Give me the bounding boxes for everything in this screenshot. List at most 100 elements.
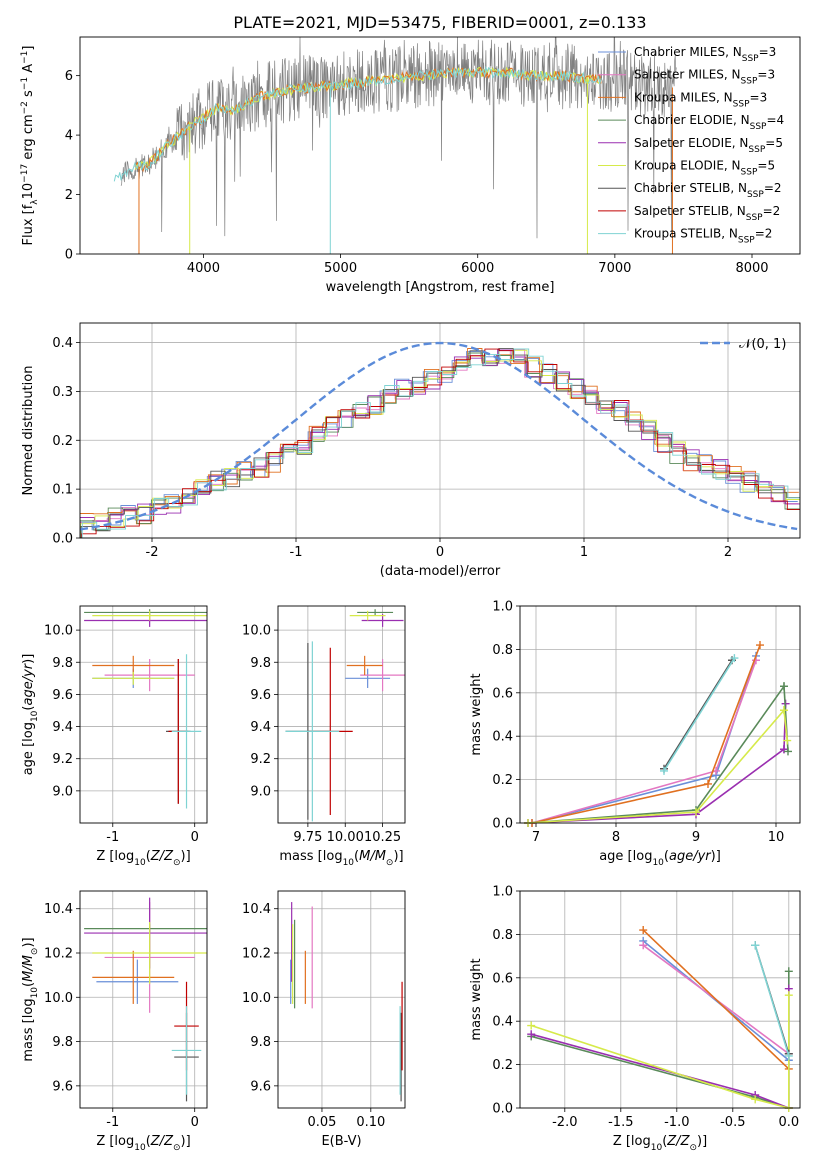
histogram-step <box>81 348 800 538</box>
x-tick-label: -0.5 <box>720 1115 745 1130</box>
mass-weight-marker <box>660 766 668 775</box>
x-tick-label: 10.25 <box>364 830 401 845</box>
mass-weight-line <box>530 971 790 1110</box>
mass-weight-marker <box>784 991 793 1000</box>
mass-weight-marker <box>756 641 764 650</box>
x-tick-label: 0 <box>191 830 199 845</box>
histogram-step <box>80 348 800 538</box>
mass-vs-EBV-plot-area <box>290 902 403 1102</box>
mass-weight-marker <box>784 967 793 976</box>
x-tick-label: -1 <box>106 1115 119 1130</box>
legend-label: Salpeter STELIB, NSSP=2 <box>634 204 780 223</box>
x-tick-label: -2.0 <box>552 1115 577 1130</box>
legend-label: Chabrier ELODIE, NSSP=4 <box>634 113 784 132</box>
x-tick-label: 2 <box>724 545 732 560</box>
mass-weight-line <box>530 988 790 1110</box>
age-vs-Z-plot-area <box>84 609 207 809</box>
y-tick-label: 10.0 <box>44 991 73 1006</box>
mass-weight-marker <box>780 682 788 691</box>
axes-frame <box>79 605 208 824</box>
y-tick-label: 0.2 <box>492 773 513 788</box>
histogram-step <box>80 349 800 538</box>
mass-weight-line <box>663 657 736 772</box>
x-tick-label: -1.0 <box>664 1115 689 1130</box>
histogram-step <box>80 352 800 531</box>
data-spectrum <box>120 37 677 239</box>
mass-weight-line <box>783 710 788 741</box>
x-tick-label: -1.5 <box>608 1115 633 1130</box>
y-tick-label: 0.4 <box>492 730 513 745</box>
y-axis-label: Flux [fλ10−17 erg cm−2 s−1 A−1] <box>20 46 40 246</box>
x-tick-label: 7000 <box>598 261 631 276</box>
y-tick-label: 9.6 <box>250 1079 271 1094</box>
x-tick-label: 9.75 <box>293 830 322 845</box>
mass-weight-line <box>754 945 790 1057</box>
x-tick-label: 6000 <box>461 261 494 276</box>
mass-vs-Z-panel: -1 0 9.6 9.8 10.0 10.2 10.4 Z [log10(Z/Z⊙)] mass… <box>21 890 208 1153</box>
y-tick-label: 9.2 <box>52 752 73 767</box>
y-axis-label: mass weight <box>469 958 484 1040</box>
residuals-plot-area <box>80 341 800 538</box>
age-vs-Z-panel: -1 0 9.0 9.2 9.4 9.6 9.8 10.0 Z [log10(Z/Z⊙)] age… <box>21 605 208 868</box>
legend-label: Kroupa STELIB, NSSP=2 <box>634 227 772 246</box>
y-tick-label: 0.4 <box>492 1015 513 1030</box>
x-tick-label: 7 <box>532 830 540 845</box>
y-tick-label: 0.0 <box>492 1102 513 1117</box>
y-tick-label: 9.2 <box>250 752 271 767</box>
x-tick-label: -2 <box>146 545 159 560</box>
x-tick-label: 8 <box>612 830 620 845</box>
y-tick-label: 0.0 <box>52 532 73 547</box>
figure-title: PLATE=2021, MJD=53475, FIBERID=0001, z=0… <box>233 13 646 32</box>
y-tick-label: 0.6 <box>492 971 513 986</box>
legend-label: Kroupa ELODIE, NSSP=5 <box>634 159 775 178</box>
mass-weight-marker <box>704 779 712 788</box>
legend-label: 𝒩(0, 1) <box>739 337 786 352</box>
x-axis-label: age [log10(age/yr)] <box>599 849 721 868</box>
mass-weight-vs-Z-panel: -2.0 -1.5 -1.0 -0.5 0.0 0.0 0.2 0.4 0.6 0.8 1.0 Z [… <box>469 885 801 1153</box>
y-tick-label: 10.4 <box>44 902 73 917</box>
y-axis-label: Normed distribution <box>21 366 36 496</box>
y-tick-label: 9.8 <box>52 656 73 671</box>
y-tick-label: 10.0 <box>242 991 271 1006</box>
x-tick-label: 9 <box>692 830 700 845</box>
y-tick-label: 0.8 <box>492 643 513 658</box>
spectrum-panel: 4000 5000 6000 7000 8000 0 2 4 6 Chabrier MILES, … <box>20 36 801 295</box>
x-tick-label: 10.00 <box>327 830 364 845</box>
y-tick-label: 0.6 <box>492 686 513 701</box>
x-tick-label: -1 <box>290 545 303 560</box>
mass-weight-marker <box>730 654 739 663</box>
mass-weight-marker <box>780 706 788 715</box>
mass-weight-line <box>527 748 785 824</box>
x-tick-label: 0 <box>191 1115 199 1130</box>
mass-weight-line <box>663 659 733 770</box>
legend-label: Kroupa MILES, NSSP=3 <box>634 90 767 109</box>
axes-frame <box>519 605 801 824</box>
x-axis-label: wavelength [Angstrom, rest frame] <box>326 280 555 295</box>
mass-vs-EBV-panel: 0.05 0.10 9.6 9.8 10.0 10.2 10.4 E(B-V) <box>242 890 406 1149</box>
y-tick-label: 9.6 <box>52 1079 73 1094</box>
y-tick-label: 9.4 <box>52 720 73 735</box>
y-tick-label: 9.0 <box>250 784 271 799</box>
x-axis-label: Z [log10(Z/Z⊙)] <box>96 1134 190 1153</box>
y-tick-label: 9.0 <box>52 784 73 799</box>
y-tick-label: 10.2 <box>242 947 271 962</box>
axes-frame <box>79 890 208 1109</box>
x-tick-label: 8000 <box>735 261 768 276</box>
mass-weight-marker <box>639 926 648 935</box>
mass-weight-marker <box>751 1095 760 1104</box>
mass-weight-marker <box>639 941 648 950</box>
y-tick-label: 0 <box>65 248 73 263</box>
y-tick-label: 10.2 <box>44 947 73 962</box>
y-tick-label: 10.4 <box>242 902 271 917</box>
axes-frame <box>79 36 801 255</box>
y-tick-label: 9.8 <box>52 1035 73 1050</box>
y-tick-label: 9.8 <box>250 1035 271 1050</box>
mass-weight-line <box>642 929 790 1070</box>
mass-weight-marker <box>751 941 760 950</box>
histogram-step <box>80 349 799 523</box>
histogram-step <box>80 348 799 525</box>
x-tick-label: 0.0 <box>778 1115 799 1130</box>
x-tick-label: -1 <box>106 830 119 845</box>
legend-label: Salpeter MILES, NSSP=3 <box>634 68 775 87</box>
